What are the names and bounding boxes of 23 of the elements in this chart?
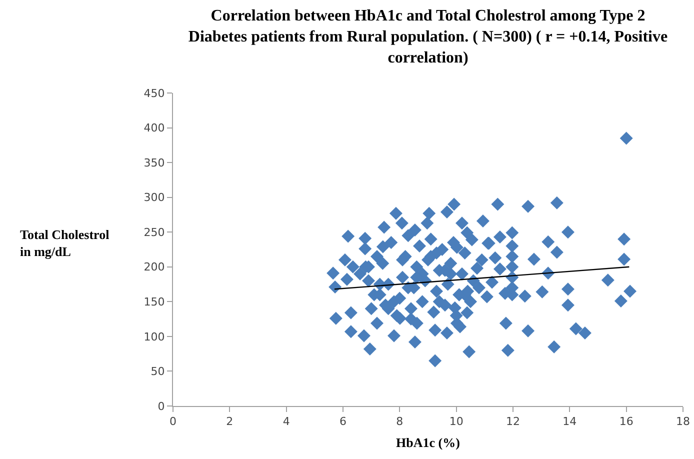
y-tick-label: 450 <box>144 86 165 100</box>
y-tick-label: 350 <box>144 156 165 170</box>
x-tick-label: 10 <box>449 415 464 428</box>
x-tick-label: 8 <box>396 415 404 428</box>
x-tick-label: 2 <box>226 415 234 428</box>
y-tick-label: 100 <box>144 330 165 344</box>
y-tick-label: 50 <box>150 365 165 378</box>
x-tick-label: 6 <box>340 415 346 428</box>
x-tick-label: 4 <box>282 415 290 428</box>
x-tick-label: 16 <box>619 415 634 428</box>
y-tick-label: 400 <box>144 122 165 135</box>
chart-title: Correlation between HbA1c and Total Cholestrol among Type 2 Diabetes patients from Rural population. ( N=300) ( r = +0.14, Positive correlation) <box>188 8 668 66</box>
x-axis-title: HbA1c (%) <box>396 434 460 450</box>
y-tick-label: 250 <box>144 226 165 239</box>
y-tick-label: 300 <box>144 191 165 204</box>
y-tick-label: 150 <box>144 296 165 309</box>
y-axis-title: Total Cholestrol in mg/dL <box>20 227 110 259</box>
y-tick-label: 200 <box>144 260 165 274</box>
x-tick-label: 18 <box>676 415 690 428</box>
x-tick-label: 12 <box>506 415 520 428</box>
x-tick-label: 0 <box>170 415 176 428</box>
x-tick-label: 14 <box>562 415 577 428</box>
y-tick-label: 0 <box>158 400 165 413</box>
